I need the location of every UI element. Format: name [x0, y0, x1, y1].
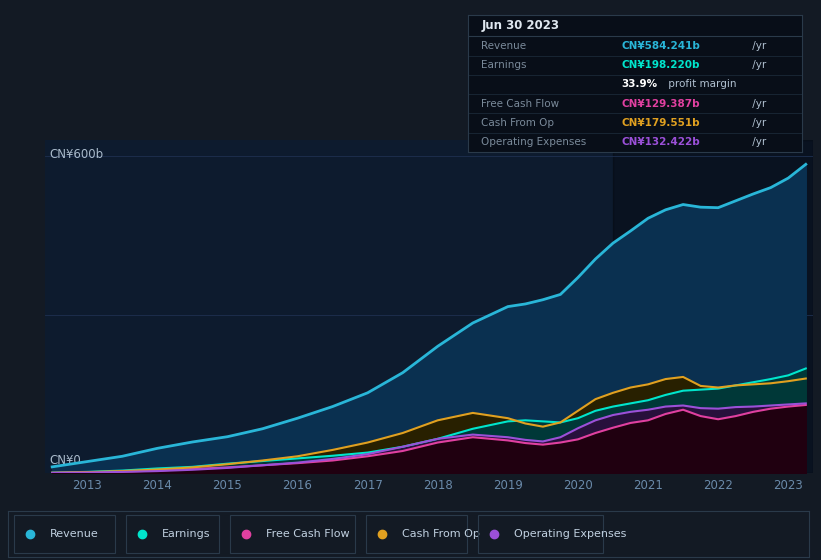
Text: Earnings: Earnings [162, 529, 210, 539]
Text: Cash From Op: Cash From Op [402, 529, 480, 539]
Text: Earnings: Earnings [481, 60, 527, 70]
Text: Cash From Op: Cash From Op [481, 118, 554, 128]
Text: CN¥179.551b: CN¥179.551b [621, 118, 700, 128]
Text: Jun 30 2023: Jun 30 2023 [481, 19, 559, 32]
Text: CN¥132.422b: CN¥132.422b [621, 137, 700, 147]
Text: CN¥584.241b: CN¥584.241b [621, 41, 700, 51]
Text: Operating Expenses: Operating Expenses [514, 529, 626, 539]
Text: profit margin: profit margin [665, 80, 736, 90]
Text: Revenue: Revenue [50, 529, 99, 539]
Text: 33.9%: 33.9% [621, 80, 658, 90]
Text: Operating Expenses: Operating Expenses [481, 137, 587, 147]
Text: /yr: /yr [749, 99, 766, 109]
Text: /yr: /yr [749, 137, 766, 147]
Text: CN¥129.387b: CN¥129.387b [621, 99, 700, 109]
Text: Revenue: Revenue [481, 41, 526, 51]
Text: /yr: /yr [749, 118, 766, 128]
Text: /yr: /yr [749, 60, 766, 70]
Text: Free Cash Flow: Free Cash Flow [266, 529, 350, 539]
Text: CN¥0: CN¥0 [49, 454, 80, 466]
Text: /yr: /yr [749, 41, 766, 51]
Text: Free Cash Flow: Free Cash Flow [481, 99, 559, 109]
Text: CN¥600b: CN¥600b [49, 148, 103, 161]
Bar [613, 140, 813, 473]
Text: CN¥198.220b: CN¥198.220b [621, 60, 700, 70]
